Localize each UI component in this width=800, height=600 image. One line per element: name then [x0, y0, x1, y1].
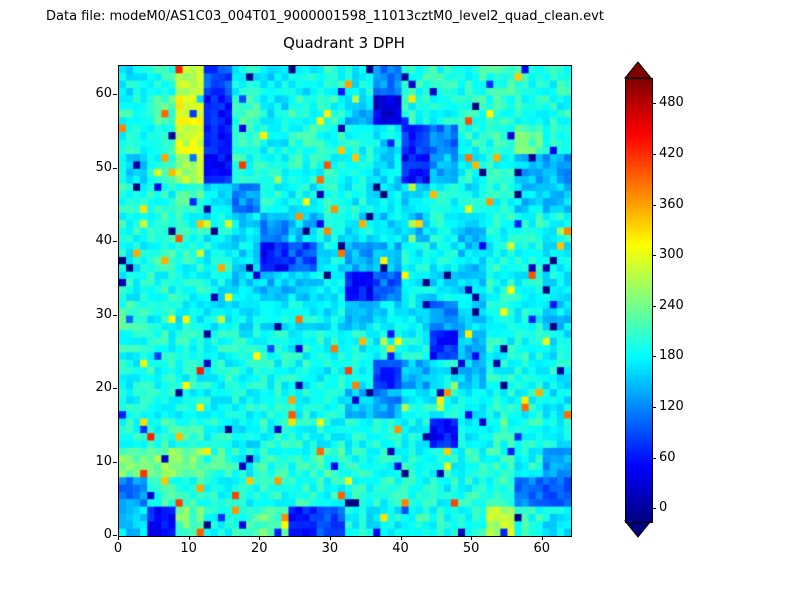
- x-tick-mark: [259, 536, 261, 540]
- y-tick-mark: [113, 94, 117, 96]
- y-tick-mark: [113, 388, 117, 390]
- y-tick-mark: [113, 314, 117, 316]
- colorbar-tick-mark: [652, 508, 656, 510]
- x-tick-mark: [471, 536, 473, 540]
- y-tick-label: 0: [103, 527, 112, 542]
- colorbar-under-arrow: [623, 520, 653, 538]
- x-tick-label: 10: [180, 541, 197, 556]
- x-tick-mark: [329, 536, 331, 540]
- x-tick-label: 30: [321, 541, 339, 556]
- colorbar-tick-mark: [652, 457, 656, 459]
- colorbar-tick-mark: [652, 103, 656, 105]
- y-tick-label: 50: [95, 159, 112, 175]
- colorbar-tick-label: 240: [659, 297, 684, 313]
- colorbar-tick-label: 60: [659, 449, 676, 465]
- x-tick-label: 40: [392, 541, 409, 556]
- y-tick-label: 40: [95, 233, 112, 249]
- colorbar-tick-mark: [652, 204, 656, 206]
- x-tick-mark: [188, 536, 190, 540]
- y-tick-label: 20: [95, 380, 112, 396]
- colorbar-tick-mark: [652, 153, 656, 155]
- colorbar-tick-mark: [652, 356, 656, 358]
- x-tick-label: 60: [533, 541, 551, 556]
- x-tick-mark: [118, 536, 119, 540]
- y-tick-label: 30: [95, 306, 112, 322]
- colorbar-tick-label: 480: [659, 95, 684, 111]
- colorbar-tick-mark: [652, 305, 656, 307]
- colorbar-tick-mark: [652, 255, 656, 257]
- x-tick-label: 50: [462, 541, 480, 556]
- chart-title: Quadrant 3 DPH: [283, 34, 405, 52]
- y-tick-label: 10: [95, 453, 112, 469]
- x-tick-mark: [400, 536, 402, 540]
- colorbar-tick-label: 360: [659, 196, 684, 212]
- colorbar-tick-label: 120: [659, 399, 684, 415]
- y-tick-mark: [113, 535, 117, 536]
- y-tick-label: 60: [95, 86, 112, 102]
- y-tick-mark: [113, 461, 117, 463]
- data-file-annotation: Data file: modeM0/AS1C03_004T01_90000015…: [46, 9, 604, 24]
- y-tick-mark: [113, 241, 117, 243]
- colorbar-canvas: [625, 78, 653, 523]
- x-tick-mark: [541, 536, 543, 540]
- y-tick-mark: [113, 167, 117, 169]
- colorbar-tick-label: 180: [659, 348, 684, 364]
- colorbar-tick-label: 300: [659, 247, 684, 263]
- colorbar-tick-label: 0: [659, 500, 668, 516]
- colorbar-tick-label: 420: [659, 145, 684, 161]
- colorbar-tick-mark: [652, 407, 656, 409]
- colorbar-over-arrow: [623, 61, 653, 79]
- x-tick-label: 0: [113, 541, 123, 556]
- plot-frame: [118, 65, 572, 537]
- x-tick-label: 20: [250, 541, 268, 556]
- heatmap-canvas: [119, 66, 571, 536]
